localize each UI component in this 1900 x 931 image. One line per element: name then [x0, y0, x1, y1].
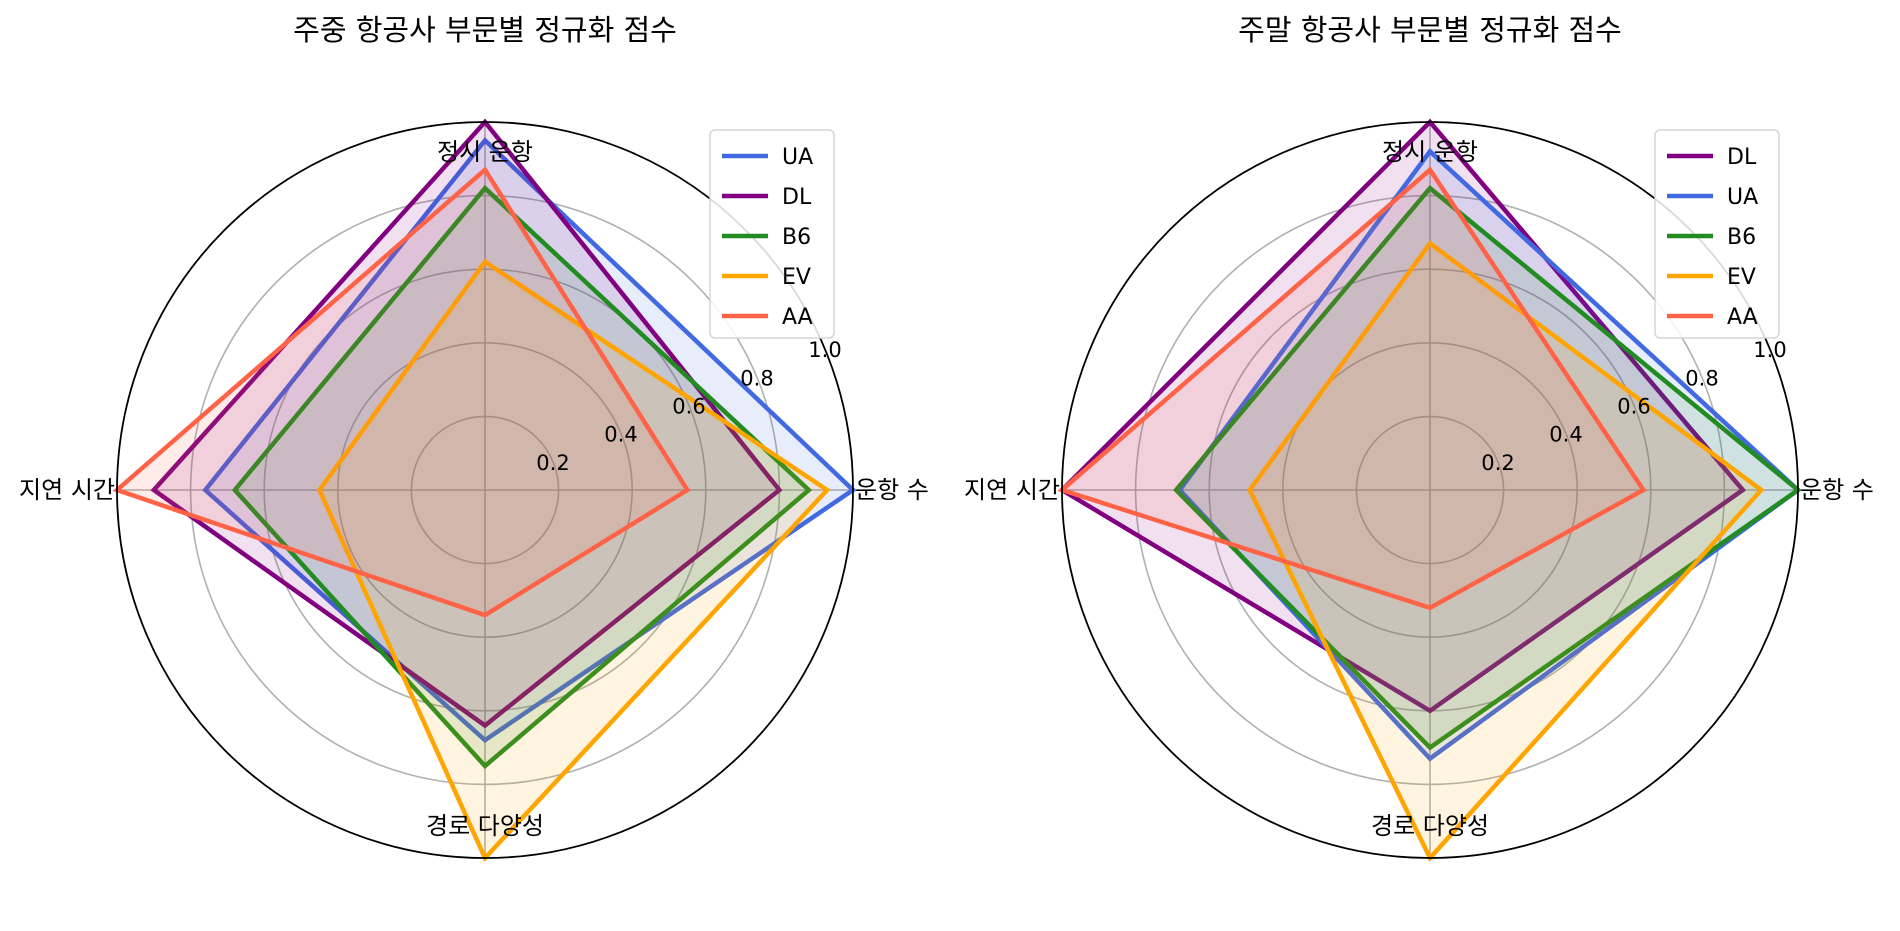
series-area-b6: [1176, 188, 1798, 748]
legend-label: DL: [1727, 145, 1757, 170]
axis-label: 정시 운항: [1382, 138, 1478, 166]
radial-tick-label: 0.8: [740, 366, 773, 390]
series-line-ev: [1247, 240, 1765, 862]
radial-tick-label: 0.8: [1685, 366, 1718, 390]
legend-label: B6: [1727, 225, 1756, 250]
axis-label: 지연 시간: [19, 476, 115, 504]
legend-label: EV: [782, 265, 811, 290]
legend-label: UA: [782, 145, 813, 170]
radial-tick-label: 0.2: [1481, 451, 1514, 475]
axis-label: 지연 시간: [964, 476, 1060, 504]
legend-box: [1654, 129, 1780, 339]
series-line-dl: [150, 118, 783, 729]
series-area-aa: [117, 169, 688, 616]
axis-label: 경로 다양성: [1371, 812, 1489, 840]
series-line-b6: [231, 184, 813, 770]
outer-frame: [116, 121, 854, 859]
radial-tick-label: 0.4: [604, 423, 637, 447]
series-line-ev: [316, 258, 831, 863]
legend-label: AA: [782, 305, 813, 330]
outer-frame: [1061, 121, 1799, 859]
radial-tick-label: 1.0: [1753, 338, 1786, 362]
axis-label: 운항 수: [855, 476, 929, 504]
axis-label: 운항 수: [1800, 476, 1874, 504]
chart-title: 주말 항공사 부문별 정규화 점수: [1238, 13, 1622, 47]
radial-tick-label: 0.4: [1549, 423, 1582, 447]
legend-label: B6: [782, 225, 811, 250]
axis-label: 경로 다양성: [426, 812, 544, 840]
radial-tick-label: 1.0: [808, 338, 841, 362]
legend: UA DL B6 EV AA: [709, 129, 835, 339]
series-area-dl: [1062, 122, 1743, 711]
series-area-aa: [1062, 169, 1644, 608]
weekend-radar-chart: 주말 항공사 부문별 정규화 점수 운항 수경로 다양성 지연 시간 정시 운항 0.…: [964, 13, 1874, 862]
series-line-ua: [1176, 148, 1802, 762]
series-line-ua: [202, 137, 857, 744]
series-group: [1057, 118, 1802, 862]
weekday-radar-chart: 주중 항공사 부문별 정규화 점수 운항 수경로 다양성 지연 시간 정시 운항 0.…: [19, 13, 929, 863]
legend: DL UA B6 EV AA: [1654, 129, 1780, 339]
legend-label: DL: [782, 185, 812, 210]
chart-title: 주중 항공사 부문별 정규화 점수: [293, 13, 677, 47]
radial-tick-label: 0.6: [1617, 395, 1650, 419]
legend-label: EV: [1727, 265, 1756, 290]
legend-label: AA: [1727, 305, 1758, 330]
radial-tick-label: 0.6: [672, 395, 705, 419]
legend-label: UA: [1727, 185, 1758, 210]
series-group: [112, 118, 857, 863]
legend-box: [709, 129, 835, 339]
series-line-b6: [1173, 185, 1802, 751]
radial-tick-label: 0.2: [536, 451, 569, 475]
axis-label: 정시 운항: [437, 138, 533, 166]
